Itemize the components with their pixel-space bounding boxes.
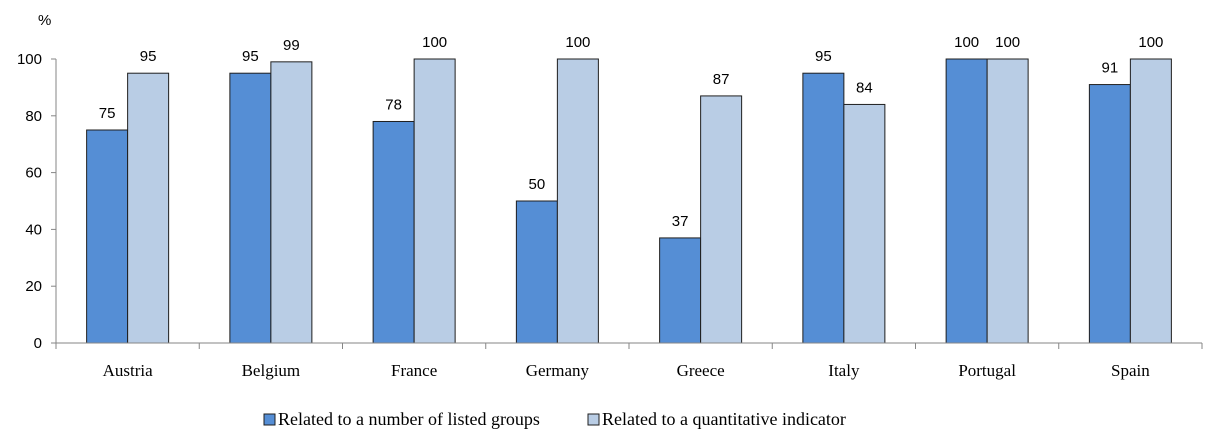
data-label: 87 <box>713 71 730 88</box>
bar-belgium-listed-groups <box>229 72 272 344</box>
y-axis-ticks: 0 20 40 60 80 100 <box>17 51 56 352</box>
data-label: 91 <box>1102 60 1119 77</box>
x-tick-label: Spain <box>1111 361 1150 380</box>
legend: Related to a number of listed groups Rela… <box>263 409 846 429</box>
data-label: 100 <box>995 34 1020 51</box>
bar-italy-quantitative-indicator <box>843 103 886 344</box>
data-labels: 75 95 95 99 78 100 50 100 37 87 95 84 100 100 91 100 <box>99 34 1164 230</box>
bar-spain-quantitative-indicator <box>1129 58 1172 344</box>
x-tick-label: France <box>391 361 437 380</box>
data-label: 100 <box>422 34 447 51</box>
bar-portugal-listed-groups <box>945 58 988 344</box>
y-tick-label: 40 <box>25 221 42 238</box>
bar-france-quantitative-indicator <box>413 58 456 344</box>
legend-swatch <box>587 413 600 426</box>
data-label: 100 <box>1138 34 1163 51</box>
data-label: 95 <box>815 48 832 65</box>
bar-portugal-quantitative-indicator <box>986 58 1029 344</box>
legend-label: Related to a quantitative indicator <box>602 409 846 429</box>
data-label: 100 <box>954 34 979 51</box>
bar-greece-listed-groups <box>659 237 702 344</box>
x-tick-label: Portugal <box>958 361 1016 380</box>
data-label: 84 <box>856 79 873 96</box>
bar-italy-listed-groups <box>802 72 845 344</box>
data-label: 100 <box>565 34 590 51</box>
y-tick-label: 20 <box>25 278 42 295</box>
y-tick-label: 80 <box>25 108 42 125</box>
data-label: 78 <box>385 96 402 113</box>
bar-greece-quantitative-indicator <box>700 95 743 344</box>
data-label: 37 <box>672 213 689 230</box>
data-label: 95 <box>242 48 259 65</box>
x-tick-label: Greece <box>677 361 725 380</box>
x-tick-label: Belgium <box>242 361 301 380</box>
legend-label: Related to a number of listed groups <box>278 409 540 429</box>
data-label: 75 <box>99 105 116 122</box>
bar-belgium-quantitative-indicator <box>270 61 313 344</box>
x-tick-label: Italy <box>828 361 860 380</box>
data-label: 50 <box>529 176 546 193</box>
data-label: 95 <box>140 48 157 65</box>
x-axis-ticks: Austria Belgium France Germany Greece Italy Po… <box>55 343 1203 380</box>
axes <box>55 59 1202 344</box>
y-tick-label: 60 <box>25 165 42 182</box>
x-tick-label: Austria <box>103 361 154 380</box>
bar-france-listed-groups <box>372 120 415 344</box>
y-tick-label: 100 <box>17 51 42 68</box>
bar-spain-listed-groups <box>1088 84 1131 344</box>
bar-germany-listed-groups <box>515 200 558 344</box>
bar-austria-quantitative-indicator <box>127 72 170 344</box>
bar-germany-quantitative-indicator <box>556 58 599 344</box>
y-axis-label: % <box>38 12 51 29</box>
bars <box>86 58 1172 344</box>
data-label: 99 <box>283 37 300 54</box>
bar-austria-listed-groups <box>86 129 129 344</box>
x-tick-label: Germany <box>526 361 590 380</box>
y-tick-label: 0 <box>34 335 42 352</box>
legend-swatch <box>263 413 276 426</box>
